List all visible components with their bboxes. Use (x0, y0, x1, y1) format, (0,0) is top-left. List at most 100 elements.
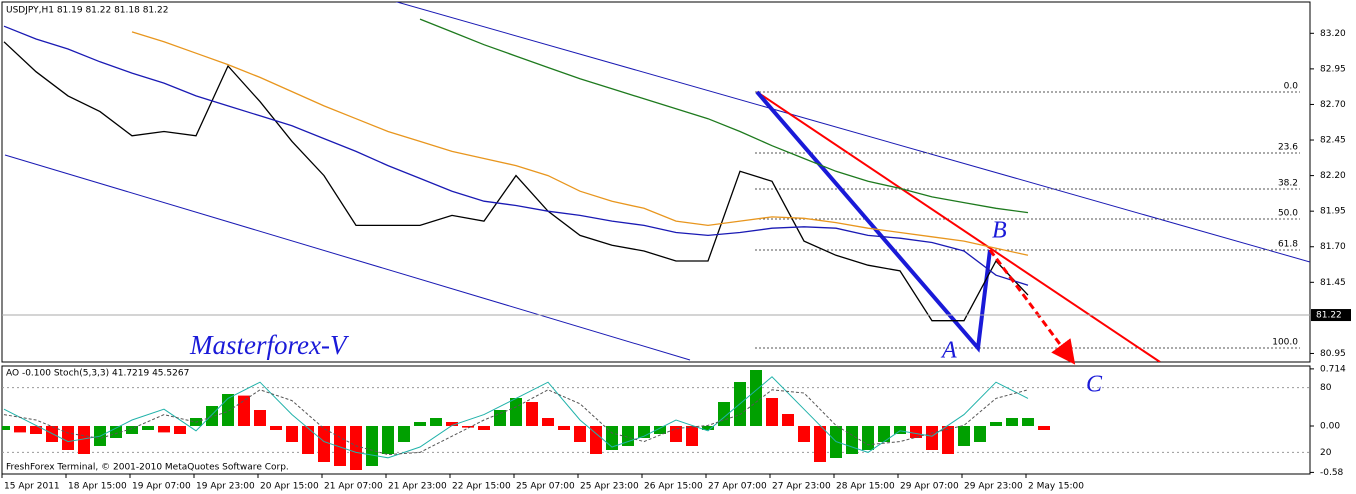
ao-bar (158, 426, 170, 433)
ao-bar (974, 426, 986, 442)
ao-bar (238, 395, 250, 426)
ao-bar (958, 426, 970, 446)
y-tick-label: 82.95 (1320, 64, 1346, 74)
ao-bar (574, 426, 586, 442)
ao-bar (990, 422, 1002, 426)
ao-bar (590, 426, 602, 454)
ao-bar (254, 410, 266, 426)
ao-bar (2, 426, 10, 430)
x-tick-label: 15 Apr 2011 (4, 482, 60, 492)
ao-bar (862, 426, 874, 450)
ao-bar (1006, 418, 1018, 426)
ao-bar (174, 426, 186, 434)
x-tick-label: 27 Apr 23:00 (772, 482, 831, 492)
series-line (419, 18, 1029, 214)
x-tick-label: 20 Apr 15:00 (260, 482, 319, 492)
y-tick-label: 81.95 (1320, 207, 1346, 217)
channel-upper (395, 2, 1310, 263)
ao-bar (30, 426, 42, 434)
series-line (131, 31, 1029, 256)
fib-label: 61.8 (1278, 240, 1298, 250)
y2-tick-label: 80 (1320, 383, 1332, 393)
x-tick-label: 19 Apr 07:00 (132, 482, 191, 492)
ao-bar (142, 426, 154, 430)
ao-bar (462, 426, 474, 428)
ao-bar (1022, 418, 1034, 426)
x-tick-label: 21 Apr 23:00 (388, 482, 447, 492)
wave-line (755, 90, 992, 353)
x-tick-label: 19 Apr 23:00 (196, 482, 255, 492)
x-tick-label: 18 Apr 15:00 (68, 482, 127, 492)
ao-bar (702, 426, 714, 430)
ao-bar (894, 426, 906, 434)
ao-bar (750, 370, 762, 426)
y-tick-label: 0.714 (1320, 364, 1346, 374)
ao-bar (526, 402, 538, 426)
ao-bar (926, 426, 938, 450)
ao-bar (14, 426, 26, 433)
y-tick-label: 81.70 (1320, 242, 1346, 252)
ao-bar (686, 426, 698, 446)
ao-bar (542, 418, 554, 426)
last-price-label: 81.22 (1316, 311, 1342, 321)
ao-bar (286, 426, 298, 442)
y-tick-label: 81.45 (1320, 278, 1346, 288)
x-tick-label: 2 May 15:00 (1028, 482, 1084, 492)
y-tick-label: 82.45 (1320, 136, 1346, 146)
series-line (3, 41, 1029, 322)
x-tick-label: 21 Apr 07:00 (324, 482, 383, 492)
x-tick-label: 25 Apr 07:00 (516, 482, 575, 492)
x-tick-label: 29 Apr 23:00 (964, 482, 1023, 492)
point-label: A (940, 338, 957, 364)
y-tick-label: 83.20 (1320, 29, 1346, 39)
ao-bar (366, 426, 378, 466)
ao-bar (62, 426, 74, 450)
ao-bar (350, 426, 362, 470)
series-line (3, 389, 1029, 456)
ao-bar (206, 406, 218, 426)
ao-bar (1038, 426, 1050, 430)
channel-lower (4, 154, 691, 361)
ao-bar (814, 426, 826, 462)
ao-bar (110, 426, 122, 438)
ao-bar (478, 426, 490, 430)
ao-bar (910, 426, 922, 438)
x-tick-label: 22 Apr 15:00 (452, 482, 511, 492)
main-pane (1, 1, 1311, 363)
symbol-line: USDJPY,H1 81.19 81.22 81.18 81.22 (6, 6, 168, 16)
ao-bar (126, 426, 138, 434)
ao-bar (430, 418, 442, 426)
ao-bar (78, 426, 90, 454)
copyright: FreshForex Terminal, © 2001-2010 MetaQuo… (6, 463, 289, 473)
ao-bar (398, 426, 410, 442)
ao-bar (782, 414, 794, 426)
ao-bar (510, 398, 522, 426)
y-tick-label: 82.70 (1320, 100, 1346, 110)
fib-label: 0.0 (1284, 82, 1299, 92)
y-tick-label: 80.95 (1320, 349, 1346, 359)
ao-bar (318, 426, 330, 462)
ao-bar (654, 426, 666, 434)
y2-tick-label: 20 (1320, 448, 1332, 458)
ao-bar (446, 422, 458, 426)
fib-label: 23.6 (1278, 143, 1298, 153)
ao-bar (846, 426, 858, 454)
y-tick-label: 0.00 (1320, 422, 1340, 432)
ao-bar (334, 426, 346, 466)
x-tick-label: 27 Apr 07:00 (708, 482, 767, 492)
ao-bar (558, 426, 570, 430)
series-line (3, 376, 1029, 459)
x-tick-label: 26 Apr 15:00 (644, 482, 703, 492)
indicator-pane (1, 365, 1311, 475)
ao-bar (382, 426, 394, 454)
series-line (3, 25, 1029, 286)
ao-bar (302, 426, 314, 454)
trend-line (756, 91, 1161, 362)
ao-bar (414, 422, 426, 426)
fib-label: 38.2 (1278, 179, 1298, 189)
y-tick-label: 82.20 (1320, 171, 1346, 181)
ao-bar (270, 426, 282, 430)
drawings (4, 2, 1310, 362)
x-tick-label: 29 Apr 07:00 (900, 482, 959, 492)
